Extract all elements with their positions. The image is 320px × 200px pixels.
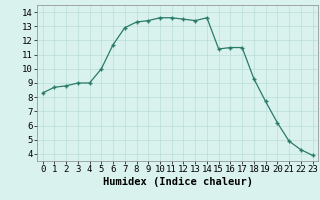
X-axis label: Humidex (Indice chaleur): Humidex (Indice chaleur) bbox=[103, 177, 252, 187]
